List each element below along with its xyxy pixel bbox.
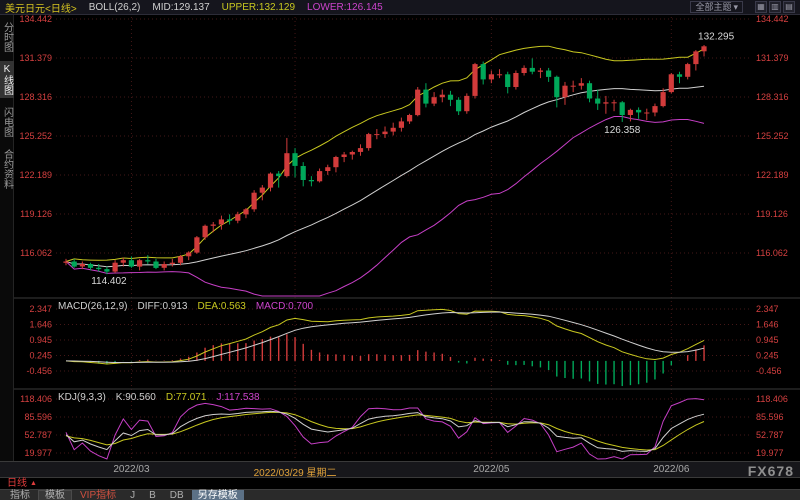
x-axis: FX678 2022/03 2022/03/29 星期二 2022/05 2022/0… (0, 461, 800, 479)
svg-text:122.189: 122.189 (756, 170, 789, 180)
chevron-down-icon: ▾ (733, 1, 738, 12)
split-layout-icon[interactable]: ▥ (769, 1, 781, 13)
triangle-up-icon[interactable]: ▲ (30, 480, 37, 487)
boll-lower-value: LOWER:126.145 (307, 1, 383, 13)
svg-text:125.252: 125.252 (756, 131, 789, 141)
x-axis-label: 2022/06 (653, 464, 690, 475)
chart-canvas[interactable]: 134.442 134.442 131.379 131.379 128.316 128.3… (14, 15, 800, 461)
boll-params-label: BOLL(26,2) (88, 1, 141, 13)
svg-text:52.787: 52.787 (756, 430, 784, 440)
rows-layout-icon[interactable]: ▤ (783, 1, 795, 13)
bottom-tab[interactable]: B (149, 489, 156, 500)
top-toolbar: 美元日元<日线> BOLL(26,2) MID:129.137 UPPER:13… (0, 0, 800, 15)
svg-text:128.316: 128.316 (756, 92, 789, 102)
svg-text:118.406: 118.406 (756, 394, 788, 404)
svg-text:134.442: 134.442 (756, 15, 789, 24)
svg-text:19.977: 19.977 (756, 448, 784, 458)
svg-text:2.347: 2.347 (756, 304, 779, 314)
svg-text:0.245: 0.245 (29, 351, 52, 361)
svg-text:0.945: 0.945 (29, 335, 52, 345)
svg-text:0.245: 0.245 (756, 351, 779, 361)
svg-text:85.596: 85.596 (756, 412, 784, 422)
bottom-tab[interactable]: DB (169, 489, 184, 500)
svg-text:134.442: 134.442 (19, 15, 52, 24)
bottom-tab[interactable]: 指标 (10, 489, 30, 500)
svg-text:118.406: 118.406 (20, 394, 52, 404)
svg-text:85.596: 85.596 (24, 412, 52, 422)
svg-text:116.062: 116.062 (756, 248, 788, 258)
theme-dropdown-label: 全部主题 (695, 1, 732, 12)
svg-text:122.189: 122.189 (19, 170, 52, 180)
svg-text:1.646: 1.646 (29, 320, 52, 330)
svg-text:19.977: 19.977 (24, 448, 52, 458)
sidebar: 分时图 K线图闪电图合约资料 (0, 15, 14, 461)
theme-dropdown[interactable]: 全部主题 ▾ (690, 1, 743, 13)
x-axis-label: 2022/03 (113, 464, 150, 475)
x-axis-label: 2022/03/29 星期二 (253, 468, 337, 479)
bottom-tab[interactable]: J (130, 489, 136, 500)
boll-upper-value: UPPER:132.129 (221, 1, 296, 13)
svg-text:-0.456: -0.456 (756, 366, 782, 376)
svg-text:1.646: 1.646 (756, 320, 779, 330)
grid-layout-icon[interactable]: ▦ (755, 1, 767, 13)
sidebar-item[interactable]: K线图 (0, 61, 14, 98)
svg-text:0.945: 0.945 (756, 335, 779, 345)
svg-text:128.316: 128.316 (19, 92, 52, 102)
period-selector[interactable]: 日线 (7, 478, 27, 489)
svg-text:131.379: 131.379 (19, 53, 52, 63)
svg-text:125.252: 125.252 (19, 131, 52, 141)
sidebar-item[interactable]: 合约资料 (1, 149, 13, 189)
bottom-tab[interactable]: VIP指标 (80, 489, 117, 500)
svg-text:126.358: 126.358 (604, 125, 641, 136)
svg-text:119.126: 119.126 (20, 209, 52, 219)
svg-text:131.379: 131.379 (756, 53, 789, 63)
svg-text:119.126: 119.126 (756, 209, 788, 219)
svg-text:-0.456: -0.456 (26, 366, 52, 376)
x-axis-label: 2022/05 (473, 464, 510, 475)
sidebar-item[interactable]: 分时图 (1, 22, 13, 52)
svg-text:132.295: 132.295 (698, 31, 735, 42)
period-bar: 日线 ▲ (0, 478, 800, 489)
svg-text:116.062: 116.062 (20, 248, 52, 258)
bottom-tab[interactable]: 模板 (38, 489, 72, 500)
svg-text:2.347: 2.347 (29, 304, 52, 314)
boll-mid-value: MID:129.137 (152, 1, 210, 13)
svg-text:52.787: 52.787 (24, 430, 52, 440)
svg-text:114.402: 114.402 (91, 276, 127, 287)
symbol-title: 美元日元<日线> (5, 3, 77, 15)
window-buttons: ▦ ▥ ▤ (755, 1, 795, 13)
bottom-tab[interactable]: 另存模板 (191, 489, 244, 500)
sidebar-item[interactable]: 闪电图 (1, 107, 13, 137)
watermark: FX678 (747, 463, 794, 479)
bottom-tabs: 指标 模板 VIP指标 J B DB 另存模板 (0, 489, 800, 500)
